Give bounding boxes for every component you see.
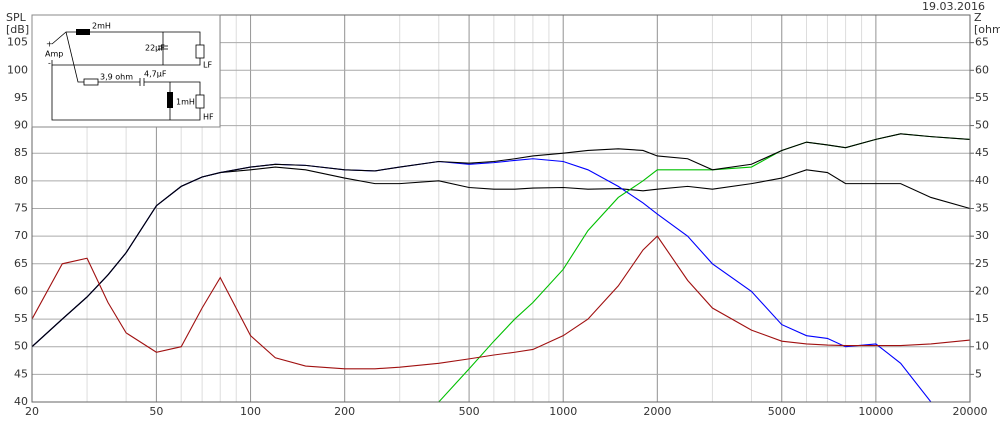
x-tick-label: 20 [25, 405, 39, 418]
y-tick-label: 40 [14, 395, 28, 408]
y-tick-label: 45 [14, 367, 28, 380]
inset-label: 2mH [92, 22, 111, 31]
date: 19.03.2016 [922, 0, 985, 13]
x-tick-label: 50 [149, 405, 163, 418]
circuit-inset: 2mH 22µF LF + Amp - 3,9 ohm 4,7µF 1mH HF [31, 14, 221, 128]
y-tick-label: 70 [14, 229, 28, 242]
y2-tick-label: 35 [975, 202, 989, 215]
y2-tick-label: 10 [975, 340, 989, 353]
x-tick-label: 1000 [549, 405, 577, 418]
inductor-icon [76, 29, 90, 35]
circuit-wires [51, 31, 205, 121]
y2-tick-label: 25 [975, 257, 989, 270]
y2-tick-label: 60 [975, 63, 989, 76]
x-tick-label: 20000 [953, 405, 988, 418]
y2-tick-label: 30 [975, 229, 989, 242]
y2-tick-label: 5 [975, 367, 982, 380]
x-tick-label: 100 [240, 405, 261, 418]
plot [31, 133, 971, 403]
y2-tick-label: 50 [975, 119, 989, 132]
inset-frame [31, 14, 221, 128]
x-tick-label: 2000 [643, 405, 671, 418]
y-tick-label: 75 [14, 202, 28, 215]
x-tick-label: 10000 [858, 405, 893, 418]
y-label: [dB] [6, 23, 29, 36]
x-tick-label: 500 [459, 405, 480, 418]
inset-label: - [48, 59, 51, 68]
y-tick-label: 55 [14, 312, 28, 325]
y-tick-label: 100 [7, 63, 28, 76]
y2-tick-label: 20 [975, 284, 989, 297]
y2-label: [ohm] [974, 23, 1000, 36]
series-line [31, 235, 971, 370]
y-label: SPL [6, 11, 27, 24]
inset-label: 3,9 ohm [100, 73, 133, 82]
y2-tick-label: 40 [975, 174, 989, 187]
inset-label: HF [203, 113, 214, 122]
y-tick-label: 105 [7, 36, 28, 49]
y2-tick-label: 55 [975, 91, 989, 104]
y-tick-label: 85 [14, 146, 28, 159]
inset-label: 22µF [145, 44, 165, 53]
inset-label: 4,7µF [144, 70, 167, 79]
y-tick-label: 95 [14, 91, 28, 104]
y-tick-label: 80 [14, 174, 28, 187]
x-tick-label: 5000 [768, 405, 796, 418]
x-tick-label: 200 [334, 405, 355, 418]
series-line [31, 133, 971, 348]
inductor-icon [167, 92, 173, 108]
inset-label: + [46, 40, 53, 49]
inset-label: Amp [45, 50, 63, 59]
y-tick-label: 90 [14, 119, 28, 132]
inset-label: 1mH [176, 98, 195, 107]
y2-label: Z [974, 11, 982, 24]
y-tick-label: 65 [14, 257, 28, 270]
inset-label: LF [203, 61, 212, 70]
y2-tick-label: 65 [975, 36, 989, 49]
y-tick-label: 50 [14, 340, 28, 353]
y2-tick-label: 15 [975, 312, 989, 325]
y-tick-label: 60 [14, 284, 28, 297]
y2-tick-label: 45 [975, 146, 989, 159]
